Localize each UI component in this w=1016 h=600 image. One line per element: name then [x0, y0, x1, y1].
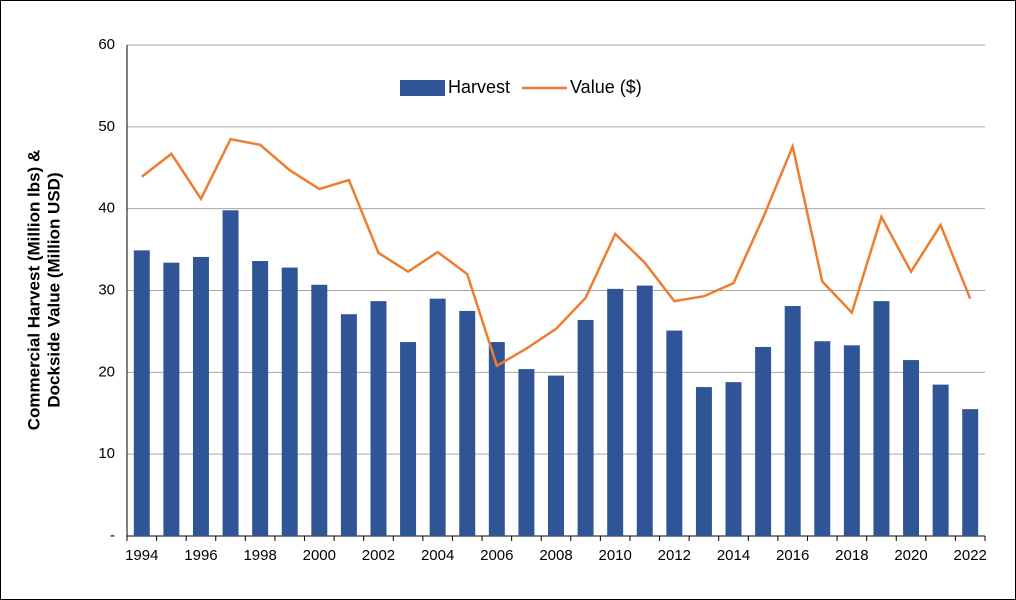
- bar: [192, 256, 209, 536]
- bar: [163, 262, 180, 536]
- y-tick-label: 20: [98, 363, 115, 380]
- y-tick-label: -: [110, 527, 115, 544]
- x-tick-label: 2006: [480, 547, 513, 564]
- bar: [429, 298, 446, 536]
- bar: [281, 267, 298, 536]
- x-tick-label: 2000: [303, 547, 336, 564]
- y-axis-title-line: Commercial Harvest (Million lbs) &: [24, 150, 43, 431]
- y-tick-label: 60: [98, 36, 115, 53]
- bar: [577, 319, 594, 536]
- bar: [695, 387, 712, 536]
- bar: [755, 346, 772, 536]
- bar: [400, 342, 417, 536]
- bar: [636, 285, 653, 536]
- bar: [488, 342, 505, 536]
- bar: [725, 382, 742, 536]
- y-axis-title: Commercial Harvest (Million lbs) & Docks…: [24, 150, 63, 431]
- y-axis-title-line: Dockside Value (Million USD): [44, 172, 63, 407]
- x-tick-label: 2004: [421, 547, 454, 564]
- legend-swatch: [400, 80, 445, 96]
- bar: [843, 345, 860, 536]
- x-tick-label: 2016: [776, 547, 809, 564]
- bar: [607, 288, 624, 536]
- bar: [133, 250, 150, 536]
- bar: [932, 384, 949, 536]
- legend-label: Harvest: [448, 77, 510, 97]
- bar: [962, 409, 979, 536]
- x-tick-label: 1996: [184, 547, 217, 564]
- bar: [311, 284, 328, 536]
- y-tick-label: 40: [98, 200, 115, 217]
- x-tick-label: 2008: [539, 547, 572, 564]
- bar: [518, 369, 535, 536]
- bar: [370, 301, 387, 536]
- x-tick-label: 1994: [125, 547, 158, 564]
- x-tick-label: 1998: [243, 547, 276, 564]
- x-tick-label: 2018: [835, 547, 868, 564]
- x-tick-label: 2014: [717, 547, 750, 564]
- x-tick-label: 2020: [894, 547, 927, 564]
- x-tick-label: 2012: [658, 547, 691, 564]
- bar: [222, 210, 239, 536]
- line: [141, 137, 972, 368]
- y-tick-label: 10: [98, 445, 115, 462]
- x-tick-label: 2022: [954, 547, 987, 564]
- y-tick-label: 50: [98, 118, 115, 135]
- bar: [814, 341, 831, 536]
- x-tick-label: 2002: [362, 547, 395, 564]
- bar: [459, 310, 476, 536]
- bar: [548, 375, 564, 536]
- bar: [340, 314, 357, 536]
- bar: [873, 301, 890, 536]
- bar: [784, 306, 801, 536]
- bar: [903, 360, 920, 536]
- y-tick-label: 30: [98, 281, 115, 298]
- bar: [666, 330, 683, 536]
- legend-label: Value ($): [570, 77, 642, 97]
- x-tick-label: 2010: [598, 547, 631, 564]
- bar: [252, 261, 269, 536]
